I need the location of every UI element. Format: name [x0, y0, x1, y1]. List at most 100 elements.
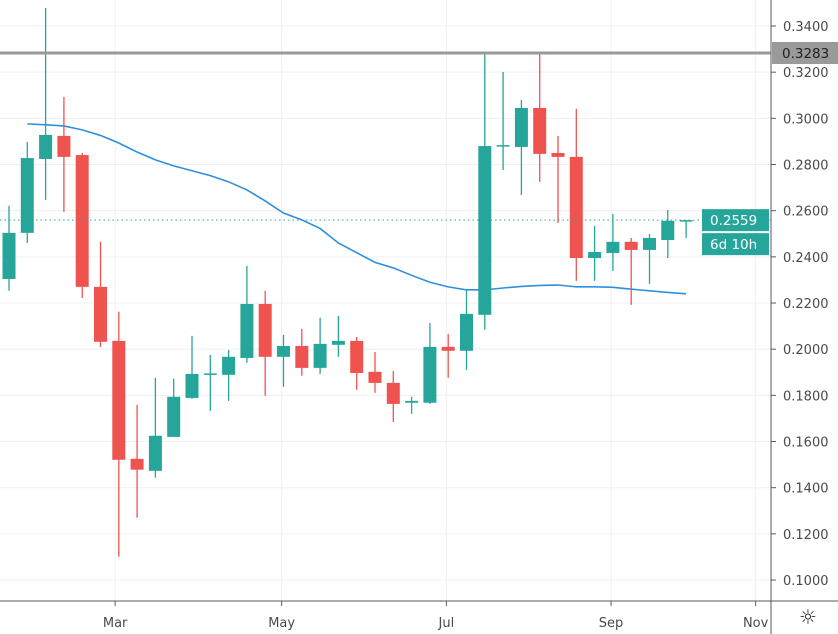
candle-body: [295, 345, 309, 368]
y-tick-label: 0.2000: [783, 343, 829, 358]
x-tick-label: May: [268, 616, 295, 631]
candle-down: [94, 241, 107, 347]
candle-body: [148, 435, 162, 471]
candle-body: [203, 373, 217, 375]
y-tick-label: 0.2400: [783, 251, 829, 266]
candle-up: [331, 315, 345, 357]
candle-down: [130, 404, 144, 518]
x-tick-label: Mar: [103, 616, 128, 631]
x-tick-label: Nov: [743, 616, 769, 631]
candle-body: [331, 340, 345, 345]
candle-down: [441, 333, 455, 378]
candle-down: [551, 135, 565, 223]
candle-down: [386, 370, 400, 422]
candle-up: [405, 396, 419, 414]
candle-body: [478, 146, 492, 315]
candle-body: [39, 134, 53, 159]
candle-body: [606, 241, 620, 253]
candle-up: [240, 265, 254, 363]
candle-down: [350, 336, 364, 390]
candle-up: [203, 354, 217, 411]
candle-down: [258, 290, 272, 396]
candle-down: [57, 96, 71, 212]
candle-up: [222, 349, 236, 401]
candle-body: [460, 313, 473, 351]
candles: [2, 7, 693, 557]
candle-up: [514, 99, 528, 195]
candle-body: [112, 340, 126, 460]
countdown-badge: [702, 233, 769, 256]
candle-body: [313, 343, 327, 368]
candle-body: [2, 232, 16, 280]
x-tick-label: Jul: [438, 616, 455, 631]
candle-down: [295, 328, 309, 376]
y-tick-label: 0.1200: [783, 528, 829, 543]
y-tick-label: 0.1000: [783, 574, 829, 589]
candle-body: [277, 345, 290, 357]
candle-body: [624, 241, 638, 250]
candle-body: [167, 396, 181, 437]
y-tick-label: 0.1600: [783, 436, 829, 451]
candle-body: [588, 252, 602, 259]
candle-body: [514, 107, 528, 147]
candle-up: [643, 233, 656, 284]
y-tick-label: 0.3200: [783, 66, 829, 81]
candle-body: [405, 400, 419, 403]
gear-icon[interactable]: ☼: [799, 605, 817, 629]
candle-down: [533, 53, 547, 182]
candle-body: [441, 346, 455, 351]
candle-up: [496, 71, 510, 171]
candle-body: [20, 158, 34, 233]
candle-body: [185, 373, 199, 398]
candle-down: [624, 237, 638, 305]
candle-body: [679, 220, 693, 222]
candle-body: [423, 346, 437, 403]
countdown-label: 6d 10h: [710, 237, 757, 253]
y-tick-label: 0.2600: [783, 205, 829, 220]
candle-up: [185, 335, 199, 399]
candle-up: [148, 377, 162, 478]
candle-body: [94, 286, 107, 342]
candle-up: [661, 209, 675, 259]
candle-up: [679, 220, 693, 238]
candle-up: [20, 141, 34, 243]
candle-up: [423, 322, 437, 404]
candle-down: [112, 311, 126, 557]
moving-average-line: [27, 123, 687, 295]
candle-up: [606, 213, 620, 271]
candle-body: [533, 107, 547, 154]
candle-body: [130, 458, 144, 470]
candle-body: [496, 145, 510, 147]
x-tick-label: Sep: [599, 616, 624, 631]
candle-body: [569, 156, 583, 259]
candle-down: [569, 108, 583, 281]
candle-body: [368, 371, 382, 383]
hline-price-label: 0.3283: [782, 46, 829, 62]
overlays: 0.3283 0.2559 6d 10h: [0, 42, 838, 256]
candle-up: [277, 334, 290, 387]
y-tick-label: 0.3400: [783, 20, 829, 35]
candle-body: [258, 303, 272, 357]
candle-up: [167, 378, 181, 437]
y-tick-label: 0.2800: [783, 159, 829, 174]
candle-body: [350, 340, 364, 373]
y-tick-label: 0.3000: [783, 112, 829, 127]
candle-body: [75, 155, 89, 287]
candle-body: [222, 356, 236, 375]
candle-body: [661, 220, 675, 240]
y-tick-label: 0.1800: [783, 389, 829, 404]
y-tick-label: 0.2200: [783, 297, 829, 312]
candle-down: [75, 152, 89, 298]
candle-body: [240, 303, 254, 358]
candle-up: [2, 205, 16, 291]
candle-body: [57, 135, 71, 157]
moving-average: [27, 123, 687, 295]
candle-up: [588, 225, 602, 281]
last-price-label: 0.2559: [710, 213, 757, 229]
candle-up: [478, 53, 492, 330]
last-price-badge: [702, 209, 769, 232]
candle-body: [551, 152, 565, 157]
candle-up: [313, 317, 327, 374]
